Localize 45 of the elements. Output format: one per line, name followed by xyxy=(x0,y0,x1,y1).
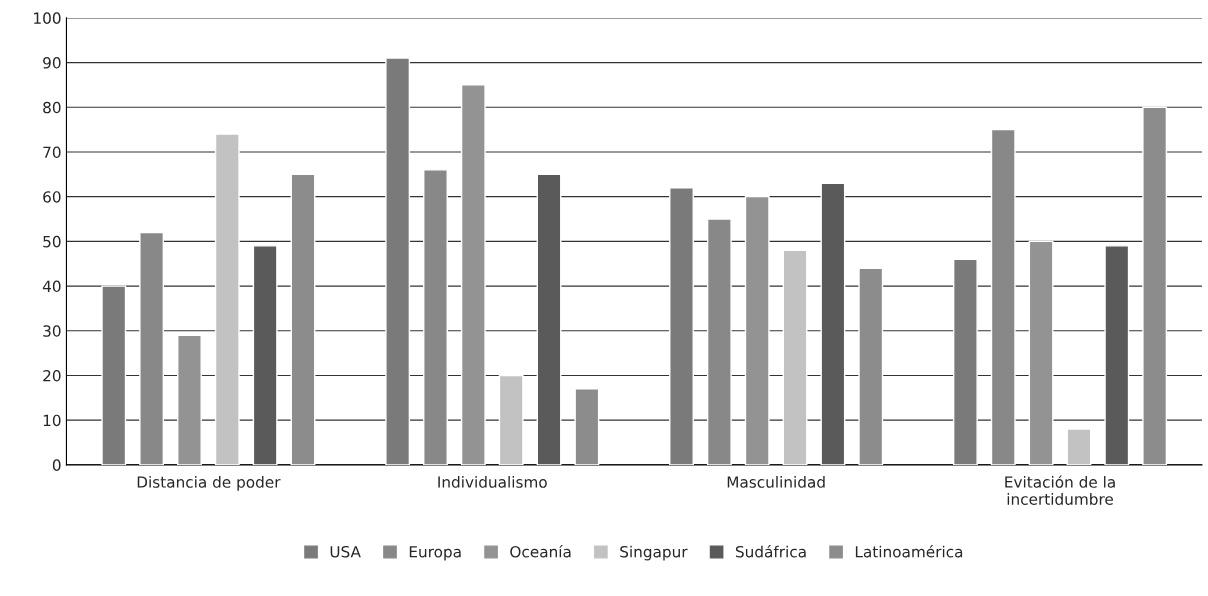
bar xyxy=(214,133,240,465)
bar xyxy=(460,84,486,465)
y-tick-label: 80 xyxy=(43,101,61,114)
bar xyxy=(101,285,127,465)
bar xyxy=(706,218,732,465)
bar xyxy=(498,374,524,465)
y-tick-label: 60 xyxy=(43,191,61,203)
bar xyxy=(1104,245,1130,465)
x-tick-label: Masculinidad xyxy=(727,475,825,488)
legend-label: Europa xyxy=(409,546,461,561)
bar xyxy=(423,169,448,465)
x-tick-label: Evitación de la incertidumbre xyxy=(1005,475,1115,505)
legend-label: Sudáfrica xyxy=(735,545,806,558)
y-tick-label: 100 xyxy=(34,12,61,24)
y-tick-label: 0 xyxy=(52,459,61,471)
bar xyxy=(858,267,884,465)
bar xyxy=(1066,428,1092,465)
bar xyxy=(536,173,562,465)
bar xyxy=(252,245,278,465)
bar xyxy=(669,187,694,465)
y-tick-label: 70 xyxy=(43,146,61,158)
bar xyxy=(177,334,202,465)
bar xyxy=(744,195,770,465)
legend-label: Singapur xyxy=(620,545,688,561)
x-tick-label: Distancia de poder xyxy=(137,475,281,491)
bar xyxy=(1028,240,1054,465)
bar xyxy=(820,182,846,465)
y-tick-label: 90 xyxy=(43,57,61,69)
bar xyxy=(990,128,1016,465)
y-tick-label: 30 xyxy=(43,325,61,337)
legend-label: USA xyxy=(330,545,361,558)
legend-label: Oceanía xyxy=(510,545,571,558)
bar xyxy=(574,388,600,465)
x-tick-label: Individualismo xyxy=(438,475,547,488)
bar xyxy=(139,231,165,465)
legend-label: Latinoamérica xyxy=(855,545,963,558)
y-tick-label: 10 xyxy=(43,414,61,427)
y-tick-label: 20 xyxy=(43,369,61,382)
bar xyxy=(1142,106,1168,465)
bar xyxy=(782,249,808,465)
bar xyxy=(952,258,978,465)
y-tick-label: 40 xyxy=(42,280,61,293)
bar xyxy=(385,57,411,465)
y-tick-label: 50 xyxy=(43,235,61,248)
bar xyxy=(290,173,316,465)
